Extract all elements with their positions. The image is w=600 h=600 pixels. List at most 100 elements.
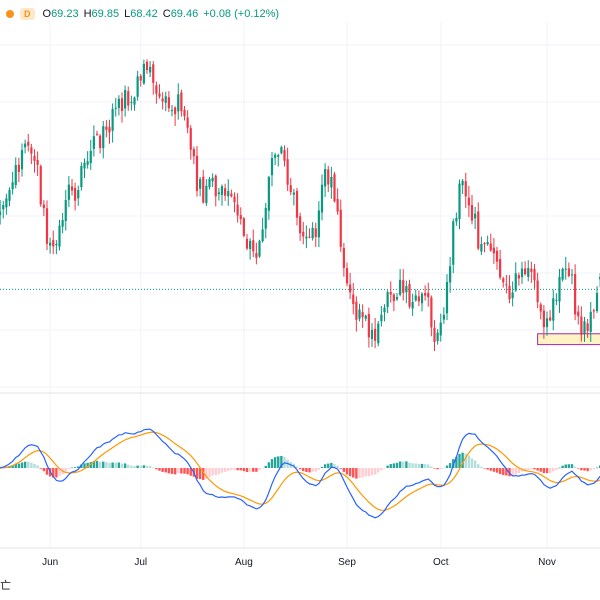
candle [467, 186, 470, 217]
candle [483, 242, 486, 253]
candle-body [330, 176, 333, 188]
time-axis-label: Nov [538, 557, 556, 568]
histogram-bar [317, 468, 321, 470]
candle [64, 189, 67, 231]
candle [424, 285, 427, 301]
candle-body [70, 186, 74, 191]
candle [542, 305, 545, 339]
candle [442, 307, 445, 324]
histogram-bar [255, 468, 258, 472]
candle-body [349, 284, 352, 293]
macd-line [0, 428, 600, 519]
histogram-bar [567, 464, 571, 468]
candle-body [127, 91, 130, 106]
candle-body [27, 141, 30, 146]
candle-body [339, 209, 342, 247]
candle-body [570, 274, 574, 276]
histogram-bar [239, 468, 242, 471]
candle-body [355, 301, 358, 320]
histogram-bar [495, 468, 499, 473]
histogram-bar [448, 463, 452, 468]
ohlc-legend: D O 69.23 H 69.85 L 68.42 C 69.46 +0.08 (+0.… [0, 5, 284, 23]
candle-body [383, 307, 386, 313]
candle-body [130, 101, 133, 103]
candle-body [461, 180, 464, 186]
candle [80, 162, 83, 191]
candle-body [317, 210, 320, 238]
histogram-bar [417, 463, 421, 468]
histogram-bar [561, 465, 564, 468]
candle [355, 296, 358, 332]
candle-body [514, 273, 517, 291]
candle-body [545, 318, 549, 328]
candle-body [508, 285, 511, 300]
candle [174, 106, 177, 126]
histogram-bar [386, 465, 389, 468]
candle-body [45, 208, 49, 244]
candle-body [2, 205, 5, 210]
candle [345, 262, 349, 287]
candle [167, 91, 170, 113]
candle [177, 83, 180, 120]
candlestick-series[interactable] [0, 59, 600, 352]
histogram-bar [327, 463, 330, 468]
candle-body [592, 310, 595, 312]
histogram-bar [102, 461, 105, 468]
histogram-bar [383, 468, 386, 469]
market-status-dot[interactable] [6, 10, 14, 18]
histogram-bar [355, 468, 358, 479]
candle [327, 165, 330, 192]
candle [236, 193, 239, 223]
close-value: 69.46 [170, 8, 199, 20]
histogram-bar [439, 468, 442, 469]
candle-body [139, 75, 142, 81]
candle-body [439, 322, 442, 336]
candle [333, 171, 336, 203]
candle-body [220, 186, 224, 195]
candle [583, 316, 586, 342]
candle [55, 240, 58, 255]
candle [549, 310, 552, 322]
histogram-bar [180, 468, 183, 474]
candle-body [20, 150, 24, 170]
candle-body [280, 147, 283, 154]
low-label: L [124, 8, 131, 20]
time-axis[interactable]: Jun Jul Aug Sep Oct Nov [42, 557, 556, 568]
histogram-bar [242, 468, 246, 472]
candle [292, 188, 295, 206]
histogram-bar [548, 468, 552, 473]
candle [33, 149, 36, 173]
candle-body [102, 126, 105, 149]
candle [336, 188, 339, 215]
histogram-bar [52, 468, 55, 478]
candle [89, 139, 92, 170]
histogram-bar [377, 468, 380, 473]
candle-body [249, 240, 252, 250]
candle [577, 305, 580, 325]
candle-body [389, 292, 392, 295]
candle [158, 84, 161, 99]
histogram-bar [86, 462, 89, 468]
histogram-bar [83, 463, 86, 468]
candle [14, 157, 17, 189]
candle [330, 166, 333, 199]
histogram-bar [186, 468, 189, 475]
candle-body [114, 107, 117, 109]
candle [545, 311, 549, 336]
candle-body [52, 240, 55, 247]
histogram-bar [586, 468, 589, 472]
histogram-bar [139, 465, 142, 468]
candle-body [236, 204, 239, 216]
candle [395, 292, 399, 301]
histogram-bar [348, 468, 352, 477]
candle [389, 281, 392, 303]
histogram-bar [264, 465, 267, 468]
candle [95, 130, 99, 137]
candle [299, 212, 302, 241]
candle [74, 182, 77, 211]
candle [380, 306, 383, 327]
candle-body [417, 296, 420, 302]
timeframe-badge[interactable]: D [20, 8, 35, 20]
candle-body [524, 268, 527, 275]
